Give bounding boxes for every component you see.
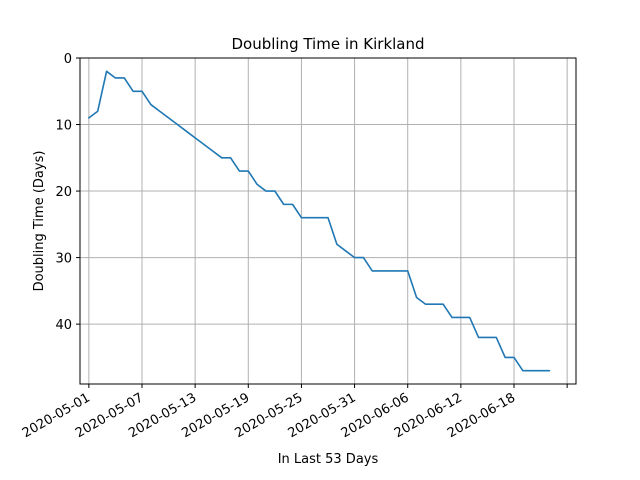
plot-frame xyxy=(79,57,577,385)
x-axis-label: In Last 53 Days xyxy=(278,452,379,467)
y-axis-label: Doubling Time (Days) xyxy=(32,151,47,292)
x-axis: 2020-05-012020-05-072020-05-132020-05-19… xyxy=(20,384,568,441)
y-tick-label: 40 xyxy=(55,318,72,333)
series-layer xyxy=(88,70,551,372)
y-tick-label: 30 xyxy=(55,252,72,267)
y-axis: 0 10 20 30 40 xyxy=(55,52,80,333)
y-tick-label: 20 xyxy=(55,185,72,200)
chart-title: Doubling Time in Kirkland xyxy=(231,35,424,53)
y-tick-label: 10 xyxy=(55,119,72,134)
doubling-time-line xyxy=(88,70,551,372)
y-tick-label: 0 xyxy=(64,52,72,67)
